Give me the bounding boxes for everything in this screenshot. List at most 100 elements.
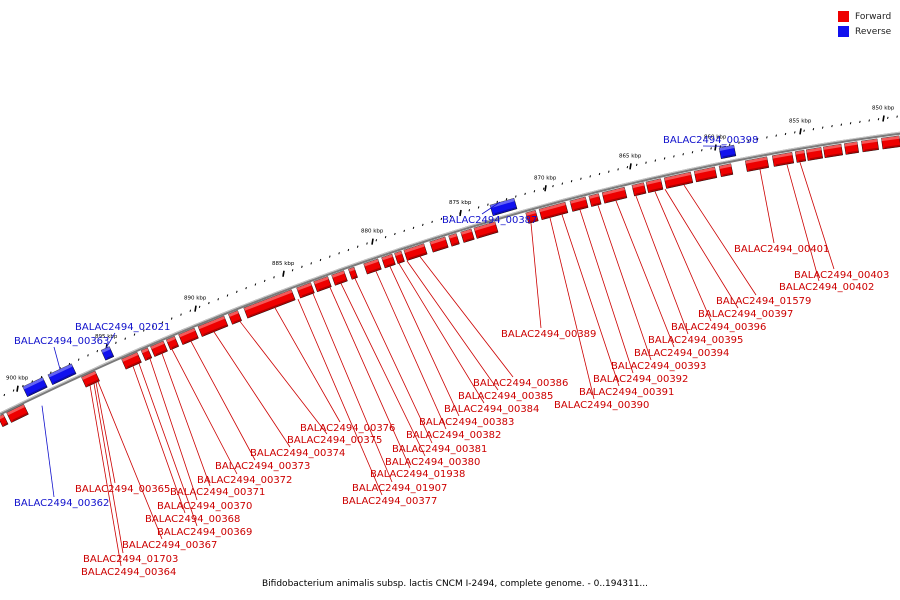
- forward-gene-label[interactable]: BALAC2494_00402: [779, 282, 874, 293]
- reverse-gene-block[interactable]: [718, 144, 737, 160]
- forward-gene-block[interactable]: [394, 250, 405, 264]
- reverse-gene-block[interactable]: [47, 363, 77, 386]
- forward-gene-block[interactable]: [313, 276, 332, 293]
- forward-gene-label[interactable]: BALAC2494_00393: [611, 361, 706, 372]
- forward-gene-label[interactable]: BALAC2494_00382: [406, 430, 501, 441]
- ruler-minor-tick: [496, 200, 498, 204]
- forward-gene-label[interactable]: BALAC2494_00372: [197, 475, 292, 486]
- forward-gene-block[interactable]: [805, 147, 824, 161]
- forward-gene-block[interactable]: [0, 413, 9, 428]
- forward-gene-block[interactable]: [165, 336, 180, 351]
- forward-gene-block[interactable]: [881, 135, 900, 150]
- forward-gene-label[interactable]: BALAC2494_01907: [352, 483, 447, 494]
- forward-gene-block[interactable]: [844, 141, 859, 155]
- forward-gene-block[interactable]: [403, 243, 428, 261]
- forward-gene-label[interactable]: BALAC2494_00373: [215, 461, 310, 472]
- forward-gene-block[interactable]: [525, 209, 539, 224]
- forward-gene-label[interactable]: BALAC2494_00385: [458, 391, 553, 402]
- forward-gene-label[interactable]: BALAC2494_01579: [716, 296, 811, 307]
- forward-gene-label[interactable]: BALAC2494_01703: [83, 554, 178, 565]
- forward-gene-label[interactable]: BALAC2494_00374: [250, 448, 345, 459]
- forward-swatch: [838, 11, 849, 22]
- forward-gene-label[interactable]: BALAC2494_00365: [75, 484, 170, 495]
- forward-gene-block[interactable]: [348, 266, 358, 280]
- ruler-label: 880 kbp: [361, 229, 384, 235]
- leader-line: [799, 162, 835, 270]
- forward-gene-label[interactable]: BALAC2494_00364: [81, 567, 176, 578]
- forward-gene-label[interactable]: BALAC2494_00390: [554, 400, 649, 411]
- forward-gene-label[interactable]: BALAC2494_00386: [473, 378, 568, 389]
- forward-gene-label[interactable]: BALAC2494_00384: [444, 404, 539, 415]
- forward-gene-label[interactable]: BALAC2494_00380: [385, 457, 480, 468]
- forward-gene-block[interactable]: [588, 193, 602, 207]
- forward-gene-block[interactable]: [861, 138, 879, 153]
- forward-gene-block[interactable]: [718, 163, 734, 178]
- forward-gene-block[interactable]: [663, 171, 694, 189]
- ruler-minor-tick: [3, 393, 6, 397]
- forward-gene-label[interactable]: BALAC2494_00396: [671, 322, 766, 333]
- forward-gene-block[interactable]: [794, 149, 807, 163]
- forward-gene-label[interactable]: BALAC2494_00375: [287, 435, 382, 446]
- ruler-label: 865 kbp: [619, 153, 642, 159]
- forward-gene-block[interactable]: [473, 221, 499, 239]
- forward-gene-block[interactable]: [331, 270, 348, 286]
- forward-gene-block[interactable]: [150, 340, 168, 357]
- forward-gene-block[interactable]: [601, 186, 628, 204]
- legend-forward: Forward: [838, 9, 891, 24]
- forward-gene-block[interactable]: [538, 201, 569, 221]
- reverse-gene-block[interactable]: [100, 346, 115, 361]
- forward-gene-label[interactable]: BALAC2494_00391: [579, 387, 674, 398]
- forward-gene-block[interactable]: [771, 151, 795, 167]
- leader-line: [419, 256, 514, 378]
- ruler-minor-tick: [245, 287, 247, 290]
- forward-gene-block[interactable]: [429, 236, 449, 253]
- forward-gene-label[interactable]: BALAC2494_00397: [698, 309, 793, 320]
- forward-gene-block[interactable]: [197, 315, 229, 337]
- forward-gene-block[interactable]: [140, 347, 153, 361]
- reverse-gene-label[interactable]: BALAC2494_00398: [663, 135, 758, 146]
- ruler-major-tick: [882, 115, 885, 122]
- forward-gene-block[interactable]: [6, 404, 29, 423]
- forward-gene-block[interactable]: [448, 233, 460, 247]
- forward-gene-label[interactable]: BALAC2494_00383: [419, 417, 514, 428]
- forward-gene-label[interactable]: BALAC2494_00368: [145, 514, 240, 525]
- reverse-gene-block[interactable]: [22, 377, 48, 397]
- forward-gene-block[interactable]: [645, 178, 664, 193]
- forward-gene-label[interactable]: BALAC2494_00377: [342, 496, 437, 507]
- forward-gene-label[interactable]: BALAC2494_00370: [157, 501, 252, 512]
- forward-gene-label[interactable]: BALAC2494_00392: [593, 374, 688, 385]
- forward-gene-block[interactable]: [228, 310, 242, 325]
- reverse-gene-label[interactable]: BALAC2494_00387: [442, 215, 537, 226]
- forward-gene-label[interactable]: BALAC2494_00394: [634, 348, 729, 359]
- forward-gene-block[interactable]: [693, 166, 718, 183]
- forward-gene-block[interactable]: [460, 228, 475, 243]
- forward-gene-label[interactable]: BALAC2494_01938: [370, 469, 465, 480]
- forward-gene-label[interactable]: BALAC2494_00367: [122, 540, 217, 551]
- forward-gene-label[interactable]: BALAC2494_00371: [170, 487, 265, 498]
- forward-gene-label[interactable]: BALAC2494_00369: [157, 527, 252, 538]
- reverse-gene-label[interactable]: BALAC2494_00362: [14, 498, 109, 509]
- forward-gene-block[interactable]: [296, 282, 315, 299]
- forward-gene-label[interactable]: BALAC2494_00381: [392, 444, 487, 455]
- forward-gene-block[interactable]: [631, 182, 647, 197]
- forward-gene-block[interactable]: [744, 156, 770, 172]
- forward-gene-block[interactable]: [243, 289, 296, 319]
- forward-gene-block[interactable]: [81, 370, 100, 388]
- forward-gene-block[interactable]: [823, 143, 843, 159]
- leader-line: [635, 195, 689, 335]
- forward-gene-block[interactable]: [121, 352, 142, 370]
- forward-gene-label[interactable]: BALAC2494_00376: [300, 423, 395, 434]
- forward-gene-label[interactable]: BALAC2494_00389: [501, 329, 596, 340]
- forward-gene-block[interactable]: [363, 258, 382, 275]
- forward-gene-block[interactable]: [178, 327, 199, 345]
- ruler-minor-tick: [310, 262, 312, 265]
- forward-gene-block[interactable]: [381, 253, 396, 269]
- forward-gene-label[interactable]: BALAC2494_00403: [794, 270, 889, 281]
- forward-gene-label[interactable]: BALAC2494_00395: [648, 335, 743, 346]
- reverse-gene-label[interactable]: BALAC2494_00363: [14, 336, 109, 347]
- ruler-minor-tick: [208, 301, 210, 305]
- reverse-gene-label[interactable]: BALAC2494_02021: [75, 322, 170, 333]
- forward-gene-label[interactable]: BALAC2494_00401: [734, 244, 829, 255]
- reverse-gene-block[interactable]: [489, 197, 518, 216]
- forward-gene-block[interactable]: [569, 196, 589, 212]
